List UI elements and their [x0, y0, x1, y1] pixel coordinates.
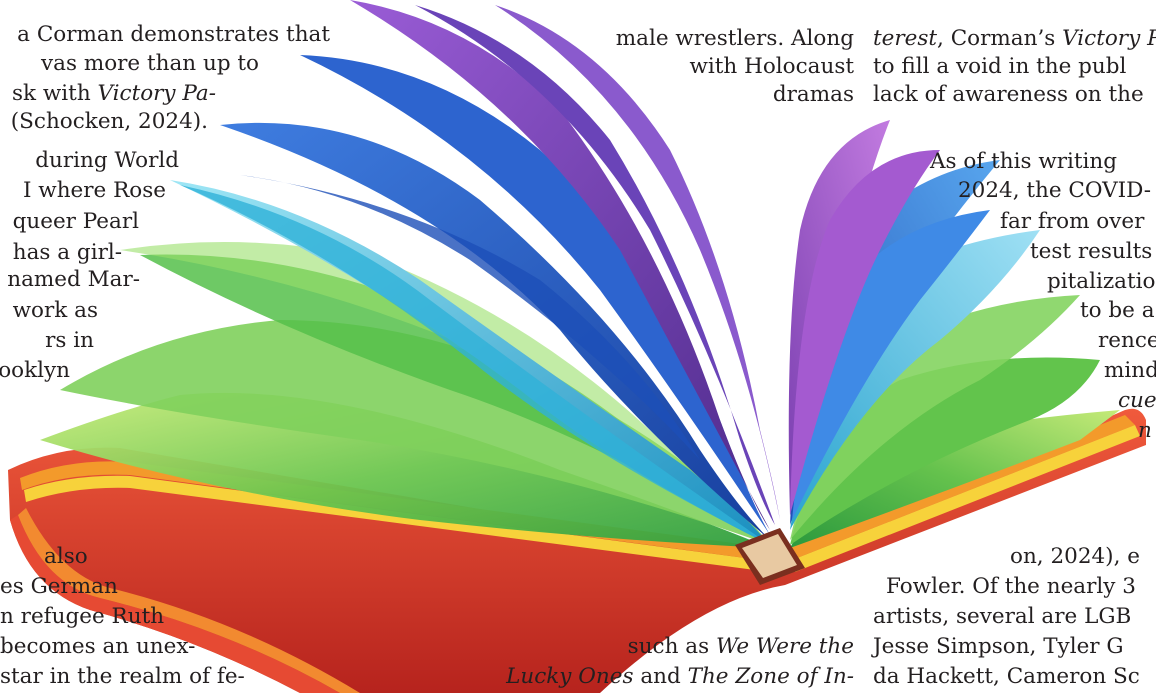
text-line: has a girl-	[12, 240, 122, 265]
text-line: to be a	[1080, 298, 1155, 323]
text-line: rs in	[45, 328, 94, 353]
text-line: named Mar-	[7, 267, 140, 292]
text-line: far from over	[1000, 209, 1145, 234]
left-green-page	[40, 392, 770, 548]
text-line: da Hackett, Cameron Sc	[873, 664, 1140, 689]
text-line: As of this writing	[930, 149, 1118, 174]
text-line: artists, several are LGB	[873, 604, 1132, 629]
text-line: test results	[1030, 239, 1153, 264]
text-line: male wrestlers. Along	[615, 26, 854, 51]
text-line: also	[44, 544, 88, 569]
text-line: Jesse Simpson, Tyler G	[873, 634, 1124, 659]
text-line: on, 2024), e	[1010, 544, 1140, 569]
text-line: queer Pearl	[12, 209, 139, 234]
text-line: ooklyn	[0, 358, 70, 383]
text-line: n refugee Ruth	[0, 604, 165, 629]
text-line: 2024, the COVID-	[958, 178, 1152, 203]
text-line: Lucky Ones and The Zone of In-	[506, 664, 854, 689]
text-line: with Holocaust	[689, 54, 855, 79]
right-purple-page	[788, 120, 890, 515]
right-cyan-page	[790, 230, 1040, 530]
text-line: terest, Corman’s Victory P	[873, 26, 1156, 51]
text-line: n	[1138, 418, 1152, 443]
text-line: to fill a void in the publ	[873, 54, 1127, 79]
text-line: rence.	[1098, 328, 1156, 353]
text-line: (Schocken, 2024).	[10, 109, 208, 134]
text-line: I where Rose	[22, 178, 166, 203]
text-line: dramas	[772, 82, 854, 107]
text-line: cue I	[1118, 388, 1156, 413]
text-line: vas more than up to	[40, 51, 259, 76]
text-line: lack of awareness on the	[873, 82, 1144, 107]
text-line: mind,	[1104, 358, 1156, 383]
text-line: during World	[35, 148, 179, 173]
text-line: a Corman demonstrates that	[17, 22, 330, 47]
text-line: becomes an unex-	[0, 634, 196, 659]
text-line: star in the realm of fe-	[0, 664, 245, 689]
text-line: sk with Victory Pa-	[12, 81, 216, 106]
text-line: work as	[12, 298, 98, 323]
text-line: Fowler. Of the nearly 3	[886, 574, 1136, 599]
right-green-page	[790, 410, 1120, 548]
text-line: pitalizatio	[1047, 269, 1156, 294]
text-line: es German	[0, 574, 118, 599]
text-line: such as We Were the	[627, 634, 854, 659]
